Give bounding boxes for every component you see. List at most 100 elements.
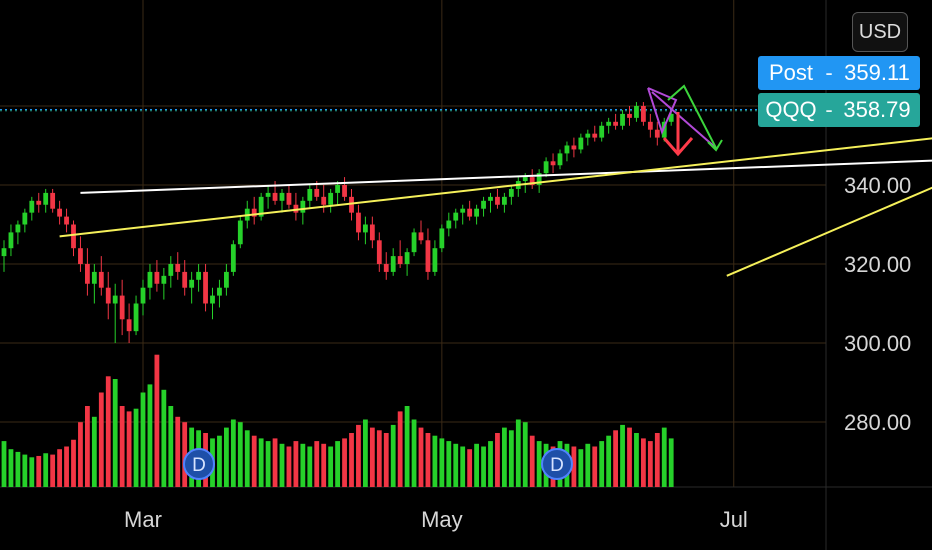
volume-bar: [356, 424, 361, 487]
price-tick-label: 300.00: [844, 331, 911, 356]
dividend-marker-icon: [541, 448, 573, 480]
currency-button[interactable]: USD: [852, 12, 908, 52]
post-price-separator: -: [825, 60, 833, 85]
candle-body: [613, 121, 618, 126]
candle-body: [307, 188, 313, 201]
volume-bar: [321, 443, 327, 487]
candle-body: [230, 244, 236, 272]
volume-bar: [397, 411, 403, 487]
candle-body: [383, 264, 389, 272]
time-tick-label: Mar: [124, 507, 162, 532]
candle-body: [189, 279, 195, 288]
candle-body: [571, 145, 577, 150]
candle-body: [654, 129, 660, 138]
green-arrow-head: [707, 139, 723, 152]
qqq-price-separator: -: [825, 97, 833, 122]
volume-bar: [50, 454, 56, 487]
candle-body: [314, 188, 320, 197]
green-pattern: [667, 84, 717, 149]
candle-body: [474, 208, 479, 217]
candle-body: [237, 220, 243, 245]
volume-bar: [244, 430, 250, 487]
candle-body: [286, 192, 292, 205]
volume-bar: [369, 427, 375, 487]
time-tick-label: Jul: [720, 507, 748, 532]
volume-bar: [126, 411, 132, 487]
post-price-label: Post: [768, 60, 814, 85]
candle-body: [578, 137, 584, 150]
candle-body: [182, 271, 188, 288]
volume-bar: [105, 376, 111, 487]
candle-body: [203, 271, 208, 304]
candle-body: [71, 224, 76, 249]
candle-body: [349, 196, 354, 213]
price-tick-label: 280.00: [844, 410, 911, 435]
candle-body: [293, 204, 299, 213]
candle-body: [91, 271, 97, 284]
volume-bar: [43, 453, 49, 487]
candle-body: [592, 133, 598, 138]
volume-bar: [460, 446, 466, 487]
candle-body: [481, 200, 486, 209]
purple-pattern: [647, 87, 678, 135]
candle-body: [133, 303, 139, 332]
volume-bar: [627, 427, 632, 487]
volume-bar: [529, 435, 535, 487]
volume-bar: [293, 441, 299, 487]
volume-bar: [161, 389, 167, 487]
dividend-marker-icon: [183, 448, 215, 480]
volume-bar: [363, 419, 368, 487]
dividend-marker-label: D: [550, 455, 564, 476]
candle-body: [550, 161, 556, 166]
volume-bar: [22, 454, 28, 487]
time-axis[interactable]: Mar May Jul: [124, 507, 748, 532]
candle-body: [369, 224, 375, 241]
candle-body: [557, 153, 563, 166]
time-tick-label: May: [421, 507, 463, 532]
candle-body: [363, 224, 368, 233]
candle-body: [50, 192, 56, 209]
volume-bar: [599, 441, 605, 487]
volume-bars: [1, 354, 674, 487]
volume-bar: [502, 427, 507, 487]
candle-body: [356, 212, 361, 233]
volume-bar: [175, 416, 181, 487]
volume-bar: [522, 422, 528, 487]
volume-bar: [154, 354, 160, 487]
candle-body: [432, 248, 438, 272]
red-arrow-head: [662, 137, 694, 157]
volume-bar: [251, 435, 257, 487]
candle-body: [258, 196, 264, 217]
volume-bar: [578, 449, 584, 487]
white-trendline: [80, 159, 932, 194]
post-price-value: 359.11: [844, 60, 910, 85]
candle-body: [140, 287, 146, 304]
candle-body: [321, 196, 327, 205]
candle-body: [300, 200, 306, 213]
volume-bar: [641, 438, 646, 487]
candle-body: [98, 271, 104, 288]
volume-bar: [91, 416, 97, 487]
candle-body: [502, 196, 507, 205]
volume-bar: [592, 446, 598, 487]
candle-body: [647, 121, 653, 130]
candle-body: [606, 121, 612, 126]
volume-bar: [57, 449, 62, 487]
volume-bar: [168, 406, 174, 487]
volume-bar: [272, 438, 278, 487]
candle-body: [641, 106, 646, 122]
yellow-trendline: [726, 186, 932, 277]
candle-body: [508, 188, 514, 197]
post-price-tag: Post - 359.11: [758, 56, 920, 90]
candle-body: [668, 113, 674, 122]
candle-body: [467, 208, 473, 217]
candle-body: [522, 177, 528, 182]
volume-bar: [404, 406, 410, 487]
volume-bar: [342, 438, 347, 487]
candle-body: [272, 192, 278, 201]
volume-bar: [467, 449, 473, 487]
candle-body: [397, 256, 403, 264]
candle-body: [175, 264, 181, 272]
volume-bar: [98, 392, 104, 487]
